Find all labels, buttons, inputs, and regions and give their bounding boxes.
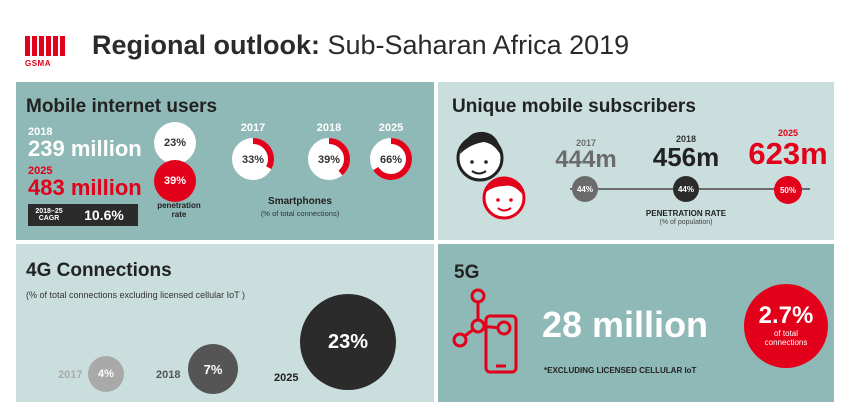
smartphones-heading: Smartphones (268, 196, 332, 207)
us-year-2017: 2017 (575, 138, 597, 148)
smartphone-year: 2025 (378, 122, 404, 134)
us-year-2018: 2018 (675, 134, 697, 144)
mi-pct-b: 39% (163, 175, 187, 187)
donut-fill-arc (308, 138, 350, 180)
mi-pct-a: 23% (163, 137, 187, 149)
us-rate-2017: 44% (576, 184, 593, 194)
us-value-2017: 444m (555, 146, 617, 173)
donut-gauge: 66% (370, 138, 412, 180)
page-title: Regional outlook: Sub-Saharan Africa 201… (92, 30, 629, 61)
us-rate-2018-circle: 44% (673, 176, 699, 202)
fiveg-pct-circle: 2.7% of total connections (744, 284, 828, 368)
4g-value-2025: 23% (327, 330, 369, 353)
connections-4g-heading: 4G Connections (26, 260, 172, 281)
connections-4g-subheading: (% of total connections excluding licens… (26, 290, 245, 300)
mi-value-a: 239 million (28, 136, 142, 161)
4g-value-2017: 4% (98, 368, 114, 380)
donut-value: 33% (242, 154, 264, 166)
us-rate-2017-circle: 44% (572, 176, 598, 202)
logo-bars-icon (25, 36, 65, 56)
penetration-rate-heading: PENETRATION RATE (645, 209, 727, 218)
donut-value: 39% (318, 154, 340, 166)
penetration-rate-label: penetration rate (157, 201, 201, 219)
4g-2018-circle: 7% (188, 344, 238, 394)
connections-4g-panel: 4G Connections (% of total connections e… (16, 244, 434, 402)
4g-2025-circle: 23% (300, 294, 396, 390)
us-year-2025: 2025 (777, 128, 799, 138)
mi-year-b: 2025 (28, 165, 53, 177)
mobile-internet-heading: Mobile internet users (26, 96, 218, 117)
mi-value-b: 483 million (28, 175, 142, 200)
smartphone-year: 2017 (240, 122, 266, 134)
penetration-rate-sub: (% of population) (659, 219, 713, 226)
smartphones-subheading: (% of total connections) (260, 209, 340, 218)
cagr-value: 10.6% (84, 207, 124, 223)
donut-fill-arc (232, 138, 274, 180)
4g-year-2017: 2017 (58, 369, 83, 381)
smartphone-donut-2018: 2018 39% (306, 122, 352, 182)
fiveg-note: *EXCLUDING LICENSED CELLULAR IoT (544, 366, 697, 375)
fiveg-heading: 5G (454, 262, 480, 283)
cagr-box: 2018–25 CAGR 10.6% (28, 204, 138, 226)
donut-gauge: 33% (232, 138, 274, 180)
mi-pct-b-circle: 39% (154, 160, 196, 202)
people-icon (456, 131, 526, 220)
mi-year-a: 2018 (28, 126, 53, 138)
fiveg-value: 28 million (542, 304, 709, 345)
4g-2017-circle: 4% (88, 356, 124, 392)
4g-year-2025: 2025 (274, 372, 299, 384)
us-rate-2025: 50% (779, 185, 796, 195)
fiveg-pct: 2.7% (758, 302, 814, 330)
logo-text: GSMA (25, 59, 51, 68)
gsma-logo: GSMA (25, 36, 73, 70)
smartphone-donut-2025: 2025 66% (368, 122, 414, 182)
4g-value-2018: 7% (203, 361, 223, 377)
fiveg-panel: 5G 28 million *EXCLUDING LICENSED CELLUL… (438, 244, 834, 402)
4g-year-2018: 2018 (156, 369, 181, 381)
smartphone-year: 2018 (316, 122, 342, 134)
us-value-2025: 623m (748, 136, 828, 171)
us-rate-2025-circle: 50% (774, 176, 802, 204)
smartphone-donut-2017: 2017 33% (230, 122, 276, 182)
title-rest: Sub-Saharan Africa 2019 (319, 30, 630, 60)
network-phone-icon (452, 288, 518, 374)
fiveg-pct-label: of total connections (764, 329, 808, 347)
mobile-internet-panel: Mobile internet users 2018 239 million 2… (16, 82, 434, 240)
cagr-label: 2018–25 CAGR (35, 208, 63, 222)
mi-pct-a-circle: 23% (154, 122, 196, 164)
donut-gauge: 39% (308, 138, 350, 180)
donut-fill-arc (370, 138, 412, 180)
title-bold: Regional outlook: (92, 30, 320, 60)
donut-value: 66% (380, 154, 402, 166)
unique-subscribers-heading: Unique mobile subscribers (452, 96, 696, 117)
us-value-2018: 456m (652, 142, 720, 172)
unique-subscribers-panel: Unique mobile subscribers 2017 444m 44% … (438, 82, 834, 240)
us-rate-2018: 44% (677, 184, 694, 194)
